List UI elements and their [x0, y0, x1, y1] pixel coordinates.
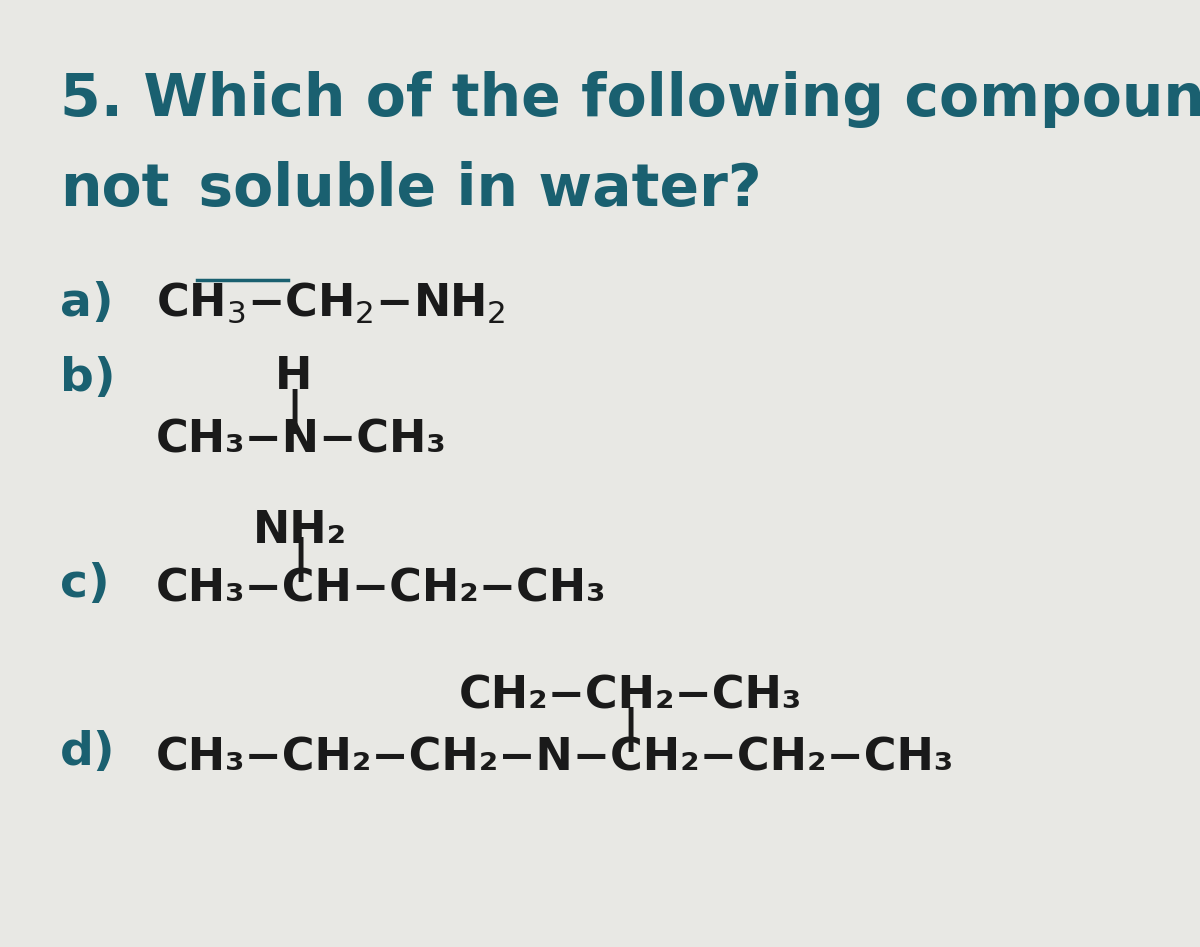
Text: CH₃−CH₂−CH₂−N−CH₂−CH₂−CH₃: CH₃−CH₂−CH₂−N−CH₂−CH₂−CH₃ — [156, 736, 954, 779]
Text: soluble in water?: soluble in water? — [178, 161, 761, 218]
Text: d): d) — [60, 730, 115, 776]
Text: NH₂: NH₂ — [253, 509, 347, 552]
Text: CH₃−N−CH₃: CH₃−N−CH₃ — [156, 419, 446, 462]
Text: 5. Which of the following compounds is: 5. Which of the following compounds is — [60, 71, 1200, 128]
Text: |: | — [292, 537, 308, 582]
Text: |: | — [622, 706, 638, 752]
Text: CH₃−CH−CH₂−CH₃: CH₃−CH−CH₂−CH₃ — [156, 567, 606, 611]
Text: b): b) — [60, 356, 115, 402]
Text: |: | — [286, 389, 302, 435]
Text: H: H — [275, 355, 313, 399]
Text: not: not — [60, 161, 169, 218]
Text: c): c) — [60, 562, 109, 607]
Text: CH$_3$−CH$_2$−NH$_2$: CH$_3$−CH$_2$−NH$_2$ — [156, 281, 505, 325]
Text: a): a) — [60, 280, 114, 326]
Text: CH₂−CH₂−CH₃: CH₂−CH₂−CH₃ — [458, 674, 802, 718]
